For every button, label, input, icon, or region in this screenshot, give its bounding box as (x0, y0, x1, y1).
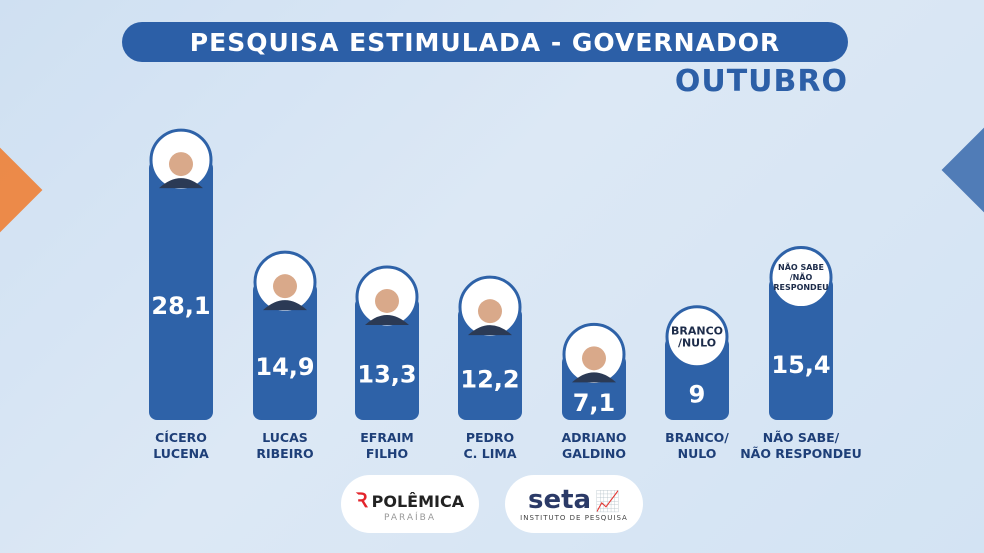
category-label: C. LIMA (463, 446, 516, 461)
candidate-photo-icon (365, 314, 409, 325)
candidate-photo-icon (159, 178, 203, 189)
category-label: RIBEIRO (256, 446, 313, 461)
category-label: EFRAIM (360, 430, 413, 445)
value-label: 7,1 (573, 389, 616, 417)
category-label: FILHO (366, 446, 408, 461)
bar (253, 282, 317, 420)
value-label: 28,1 (151, 292, 210, 320)
bar-marker-circle (769, 246, 833, 310)
category-label: BRANCO/ (665, 430, 729, 445)
marker-label: NÃO SABE (778, 262, 824, 272)
marker-label: /NÃO (790, 272, 813, 282)
category-label: NÃO RESPONDEU (740, 446, 862, 461)
candidate-photo-icon (375, 288, 399, 313)
category-label: CÍCERO (155, 430, 207, 445)
value-label: 12,2 (460, 366, 519, 394)
marker-label: BRANCO (671, 324, 723, 337)
marker-label: RESPONDEU (773, 283, 828, 292)
bar-marker-circle (665, 305, 729, 369)
value-label: 13,3 (357, 360, 416, 388)
chart-up-icon: 📈 (595, 488, 620, 513)
candidate-photo-icon (478, 299, 502, 324)
category-label: NÃO SABE/ (763, 430, 840, 445)
value-label: 15,4 (771, 351, 830, 379)
chart-subtitle-month: OUTUBRO (674, 64, 848, 99)
category-label: ADRIANO (561, 430, 626, 445)
marker-label: /NULO (678, 336, 716, 349)
category-label: NULO (678, 446, 717, 461)
candidate-photo-icon (572, 372, 616, 383)
polemica-icon: Ꝛ (355, 487, 368, 512)
candidate-photo-icon (169, 152, 193, 177)
seta-logo: seta 📈 INSTITUTO DE PESQUISA (505, 475, 643, 533)
bar (355, 296, 419, 420)
category-label: LUCAS (262, 430, 308, 445)
category-label: LUCENA (153, 446, 209, 461)
category-label: PEDRO (466, 430, 514, 445)
bar (769, 277, 833, 420)
candidate-photo-icon (263, 300, 307, 311)
value-label: 9 (689, 380, 706, 408)
candidate-photo-icon (468, 325, 512, 336)
candidate-photo-icon (273, 274, 297, 299)
bar (458, 307, 522, 420)
bar (149, 160, 213, 420)
polemica-logo: Ꝛ POLÊMICA PARAÍBA (341, 475, 479, 533)
chart-title: PESQUISA ESTIMULADA - GOVERNADOR (122, 22, 848, 62)
category-label: GALDINO (562, 446, 626, 461)
candidate-photo-icon (582, 346, 606, 371)
value-label: 14,9 (255, 353, 314, 381)
